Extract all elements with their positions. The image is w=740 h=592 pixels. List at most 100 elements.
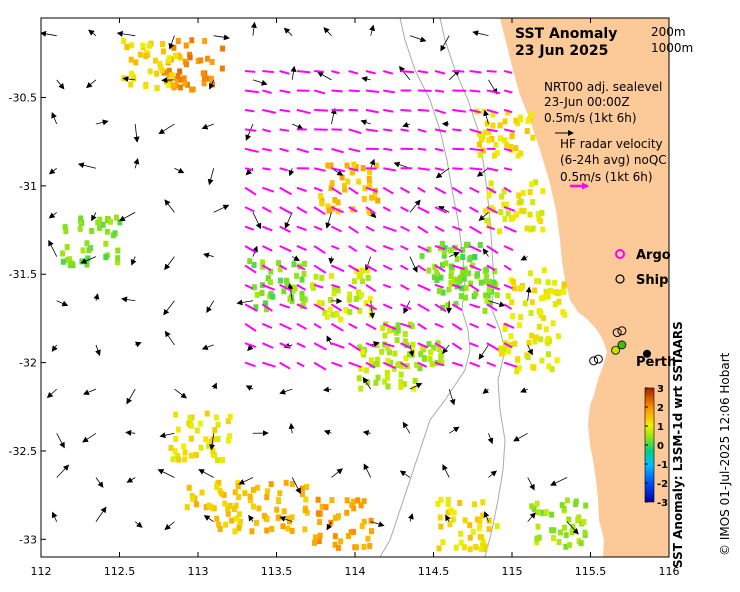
radar-arrow — [469, 361, 481, 368]
sst-pixel — [277, 490, 283, 497]
radar-arrow — [279, 128, 290, 132]
sst-pixel — [160, 41, 166, 48]
sst-pixel — [299, 485, 305, 492]
sealevel-arrow — [95, 119, 109, 126]
sst-pixel — [221, 491, 227, 498]
sst-pixel — [533, 179, 539, 186]
sst-pixel — [562, 311, 568, 318]
sealevel-arrow — [520, 254, 528, 261]
sst-pixel — [356, 273, 362, 280]
sst-pixel — [473, 290, 479, 297]
sealevel-arrow — [158, 123, 175, 135]
lon-tick-label: 112 — [31, 565, 52, 578]
sst-pixel — [227, 413, 233, 420]
sst-pixel — [473, 544, 479, 551]
radar-arrow — [296, 283, 306, 291]
sst-pixel — [264, 516, 270, 523]
radar-arrow — [365, 186, 378, 193]
sst-pixel — [223, 521, 229, 528]
sst-pixel — [510, 313, 516, 320]
radar-arrow — [279, 89, 291, 94]
sst-pixel — [343, 307, 349, 314]
sst-pixel — [188, 422, 194, 429]
radar-arrow — [382, 70, 394, 75]
sst-pixel — [541, 315, 547, 322]
sst-pixel — [115, 247, 121, 254]
sst-pixel — [147, 68, 153, 75]
sealevel-title: NRT00 adj. sealevel — [544, 80, 662, 94]
radar-arrow — [417, 303, 430, 312]
sst-pixel — [448, 268, 454, 275]
sst-pixel — [411, 385, 417, 392]
sst-pixel — [117, 219, 123, 226]
sealevel-arrow — [213, 204, 230, 213]
radar-arrow — [417, 147, 427, 151]
sst-pixel — [304, 484, 310, 491]
radar-arrow — [261, 225, 273, 232]
sst-pixel — [392, 350, 398, 357]
radar-arrow — [348, 186, 359, 195]
radar-arrow — [365, 303, 378, 311]
radar-arrow — [348, 303, 360, 310]
sst-pixel — [483, 278, 489, 285]
radar-arrow — [313, 206, 326, 216]
sst-pixel — [530, 225, 536, 232]
sst-pixel — [128, 56, 134, 63]
sst-pixel — [275, 514, 281, 521]
sst-pixel — [232, 528, 238, 535]
radar-arrow — [383, 128, 393, 132]
sst-pixel — [327, 306, 333, 313]
radar-arrow — [348, 264, 360, 273]
sst-pixel — [463, 294, 469, 301]
sst-pixel — [454, 256, 460, 263]
sst-pixel — [467, 534, 473, 541]
sst-pixel — [269, 525, 275, 532]
sealevel-arrow — [527, 344, 533, 356]
sst-pixel — [518, 284, 524, 291]
sst-pixel — [275, 496, 281, 503]
sst-pixel — [453, 301, 459, 308]
sealevel-arrow — [322, 386, 332, 393]
sst-pixel — [360, 278, 366, 285]
sealevel-scale: 0.5m/s (1kt 6h) — [544, 111, 637, 125]
sealevel-arrow — [48, 167, 57, 175]
sst-pixel — [203, 436, 209, 443]
sst-pixel — [172, 448, 178, 455]
sst-pixel — [339, 174, 345, 181]
radar-arrow — [314, 147, 323, 151]
radar-arrow — [296, 108, 311, 115]
sst-pixel — [214, 515, 220, 522]
sst-pixel — [486, 129, 492, 136]
sealevel-arrow — [95, 506, 107, 522]
sst-pixel — [301, 260, 307, 267]
radar-arrow — [434, 186, 447, 195]
sst-pixel — [480, 499, 486, 506]
radar-arrow — [296, 147, 309, 154]
sst-pixel — [301, 270, 307, 277]
sst-pixel — [417, 365, 423, 372]
sst-pixel — [84, 240, 90, 247]
radar-arrow — [452, 361, 464, 367]
sealevel-time: 23-Jun 00:00Z — [544, 95, 630, 109]
radar-arrow — [434, 70, 446, 75]
sst-pixel — [227, 502, 233, 509]
sst-pixel — [478, 545, 484, 552]
sst-pixel — [112, 230, 118, 237]
sst-pixel — [498, 135, 504, 142]
sst-pixel — [205, 55, 211, 62]
sst-pixel — [312, 534, 318, 541]
sst-pixel — [514, 368, 520, 375]
radar-arrow — [331, 89, 343, 93]
ship-markers — [589, 326, 627, 366]
sealevel-arrow — [369, 158, 376, 169]
sst-pixel — [233, 502, 239, 509]
sst-pixel — [402, 330, 408, 337]
sst-pixel — [372, 194, 378, 201]
sst-pixel — [316, 299, 322, 306]
radar-arrow — [503, 206, 516, 212]
sst-pixel — [535, 211, 541, 218]
sst-pixel — [435, 500, 441, 507]
sst-pixel — [84, 261, 90, 268]
sealevel-arrow — [134, 341, 142, 348]
radar-arrow — [400, 186, 411, 194]
